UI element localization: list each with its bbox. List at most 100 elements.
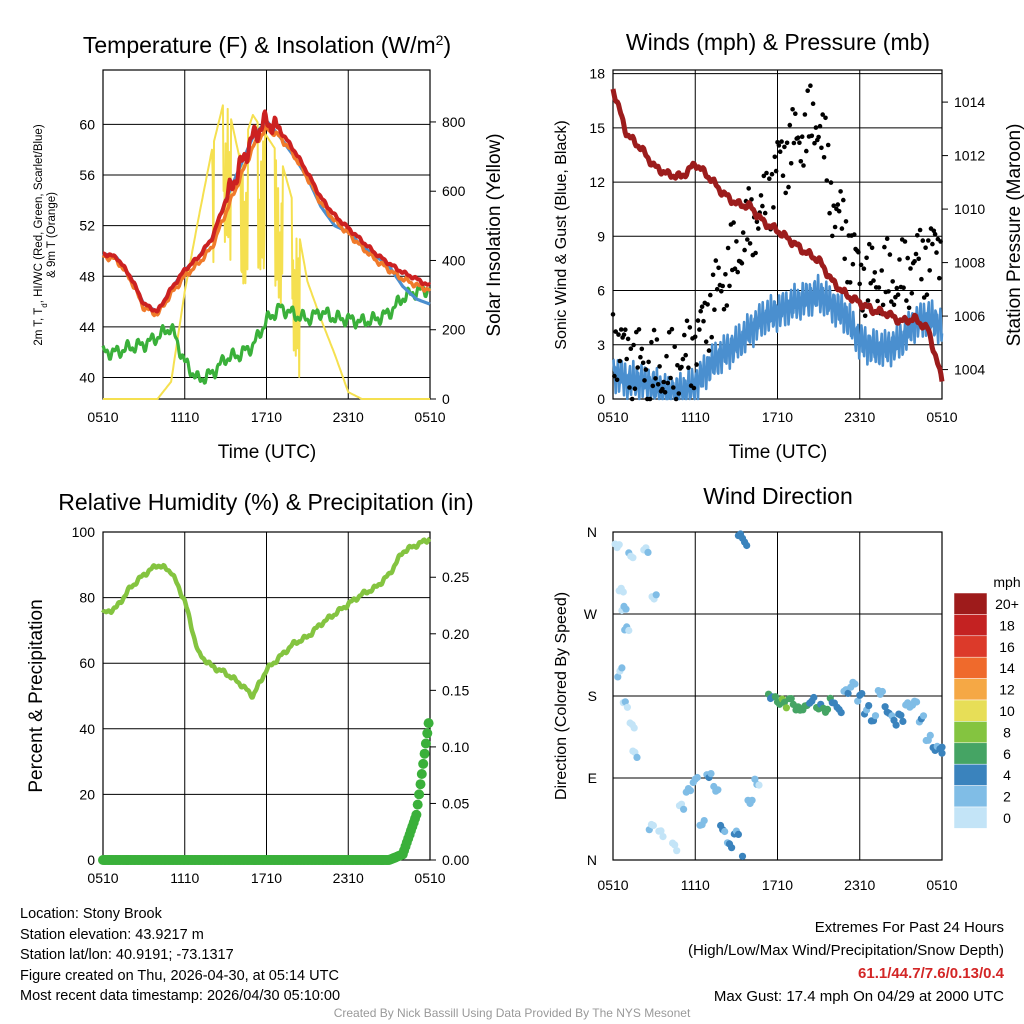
legend-swatch: [953, 763, 988, 786]
gust-point: [758, 193, 764, 198]
gust-point: [740, 230, 746, 235]
gust-point: [709, 334, 714, 340]
dir-xtick: 2310: [844, 877, 875, 893]
precip-point: [416, 769, 427, 779]
gust-point: [745, 237, 750, 242]
rh-xtick: 0510: [87, 870, 118, 886]
extremes-subheading: (High/Low/Max Wind/Precipitation/Snow De…: [688, 942, 1004, 959]
gust-point: [772, 154, 778, 160]
precip-point: [415, 779, 426, 790]
temp-xtick: 0510: [87, 409, 118, 425]
gust-point: [698, 308, 703, 314]
gust-point: [793, 111, 798, 116]
gust-point: [915, 233, 920, 238]
gust-point: [813, 125, 819, 130]
gust-point: [802, 112, 808, 117]
gust-point: [676, 391, 682, 396]
direction-point: [622, 605, 630, 613]
direction-point: [897, 711, 905, 719]
wind-xtick: 1110: [681, 409, 710, 425]
gust-point: [683, 352, 688, 358]
gust-point: [812, 140, 817, 146]
wind-ytick: 15: [589, 120, 605, 136]
temp-ylabel: 2m T, Td, HI/WC (Red, Green, Scarlet/Blu…: [33, 124, 49, 345]
temp-ytick: 40: [79, 369, 95, 385]
gust-point: [917, 227, 923, 233]
gust-point: [887, 252, 893, 257]
gust-point: [716, 265, 721, 271]
rh-xtick: 1110: [170, 870, 199, 886]
direction-point: [938, 749, 946, 757]
gust-point: [890, 279, 895, 284]
gust-point: [679, 364, 684, 370]
gust-point: [661, 379, 666, 385]
direction-point: [652, 591, 660, 599]
direction-point: [782, 704, 791, 712]
direction-point: [707, 770, 715, 778]
direction-point: [623, 703, 632, 711]
gust-point: [654, 337, 660, 342]
rh-y2tick: 0.05: [442, 795, 469, 811]
gust-point: [692, 334, 698, 340]
wind-xtick: 0510: [597, 409, 628, 425]
gust-point: [920, 238, 926, 243]
dir-xtick: 1710: [762, 877, 793, 893]
direction-point: [738, 852, 747, 860]
gust-point: [876, 285, 882, 290]
gust-point: [699, 304, 705, 310]
wind-ytick: 0: [597, 391, 605, 407]
gust-point: [882, 244, 887, 250]
gust-point: [932, 231, 938, 237]
legend-swatch: [953, 806, 988, 829]
temp-ytick: 60: [79, 116, 95, 132]
gust-point: [660, 386, 665, 392]
direction-point: [871, 712, 880, 720]
gust-point: [895, 292, 901, 298]
rh-y2tick: 0.20: [442, 626, 469, 642]
dir-ytick: N: [587, 524, 597, 540]
legend-swatch: [953, 721, 988, 744]
wind-xtick: 1710: [762, 409, 793, 425]
dir-ytick: W: [584, 606, 598, 622]
gust-point: [623, 327, 628, 333]
wind-xlabel: Time (UTC): [729, 442, 828, 463]
wind-y2tick: 1014: [954, 94, 985, 110]
rh-y2tick: 0.00: [442, 852, 469, 868]
gust-point: [828, 180, 834, 185]
precip-point: [418, 758, 429, 769]
gust-point: [671, 385, 676, 390]
gust-point: [617, 358, 623, 364]
gust-point: [825, 142, 831, 148]
extremes-values: 61.1/44.7/7.6/0.13/0.4: [858, 965, 1004, 982]
gust-point: [908, 266, 913, 271]
gust-point: [705, 302, 710, 307]
direction-point: [851, 680, 859, 688]
temp-chart-title: Temperature (F) & Insolation (W/m2): [83, 32, 451, 58]
dir-frame: [612, 531, 943, 861]
gust-point: [643, 367, 649, 372]
wind-y2tick: 1004: [954, 362, 985, 378]
gust-point: [905, 255, 910, 261]
direction-point: [926, 731, 934, 740]
extremes-heading: Extremes For Past 24 Hours: [814, 919, 1004, 936]
temp-ytick: 52: [79, 218, 95, 234]
gust-point: [712, 307, 717, 313]
gust-point: [673, 396, 679, 402]
gust-point: [720, 283, 725, 289]
gust-point: [662, 390, 668, 395]
legend-label: 2: [1003, 789, 1011, 805]
station-latlon: Station lat/lon: 40.9191; -73.1317: [20, 947, 234, 963]
precip-point: [419, 748, 430, 759]
gust-point: [809, 133, 815, 139]
gust-point: [742, 247, 747, 253]
gust-point: [930, 241, 935, 247]
gust-point: [666, 330, 672, 335]
temp-y2tick: 600: [442, 183, 466, 199]
legend-label: 0: [1003, 810, 1011, 826]
gust-point: [843, 219, 849, 224]
gust-point: [823, 115, 828, 121]
gust-point: [886, 289, 891, 294]
direction-point: [854, 697, 862, 705]
gust-point: [857, 281, 862, 287]
